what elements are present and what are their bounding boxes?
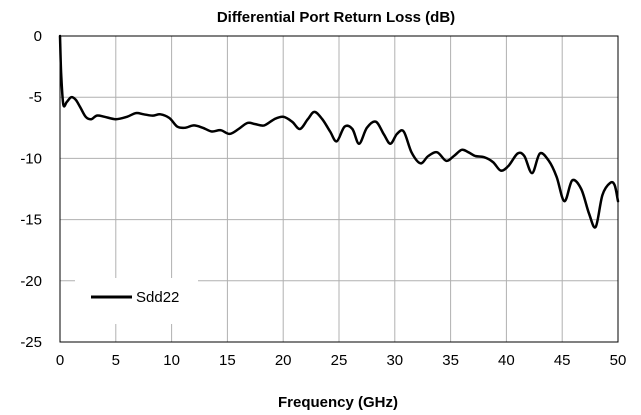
- y-tick-label: -20: [20, 273, 42, 290]
- gridlines: [60, 36, 618, 342]
- legend-label-sdd22: Sdd22: [136, 289, 179, 306]
- x-tick-label: 15: [219, 352, 236, 369]
- y-tick-label: -25: [20, 334, 42, 351]
- x-tick-label: 30: [386, 352, 403, 369]
- y-tick-label: -10: [20, 150, 42, 167]
- series-line-sdd22: [58, 34, 620, 229]
- x-tick-label: 35: [442, 352, 459, 369]
- y-axis-tick-labels: 0 -5 -10 -15 -20 -25: [20, 28, 42, 351]
- plot-area: [59, 35, 619, 343]
- x-tick-label: 50: [610, 352, 627, 369]
- x-axis-title: Frequency (GHz): [278, 394, 398, 411]
- series-layer: [58, 34, 620, 229]
- y-tick-label: -15: [20, 212, 42, 229]
- y-tick-label: -5: [29, 89, 42, 106]
- x-tick-label: 5: [112, 352, 120, 369]
- x-tick-label: 25: [331, 352, 348, 369]
- x-tick-label: 40: [498, 352, 515, 369]
- legend: Sdd22: [75, 278, 198, 324]
- legend-box: [75, 278, 198, 324]
- chart-title: Differential Port Return Loss (dB): [217, 9, 455, 26]
- x-axis-tick-labels: 0 5 10 15 20 25 30 35 40 45 50: [56, 352, 627, 369]
- x-tick-label: 0: [56, 352, 64, 369]
- x-tick-label: 45: [554, 352, 571, 369]
- x-tick-label: 20: [275, 352, 292, 369]
- x-tick-label: 10: [163, 352, 180, 369]
- y-tick-label: 0: [34, 28, 42, 45]
